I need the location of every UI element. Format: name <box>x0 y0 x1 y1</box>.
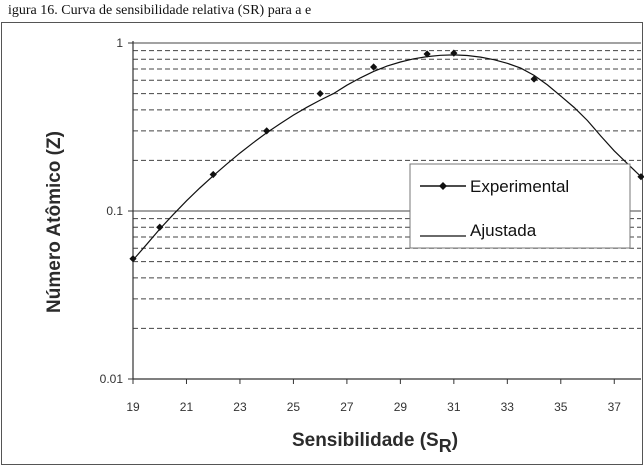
axes <box>128 41 641 384</box>
x-tick-label: 33 <box>501 400 515 414</box>
data-point-experimental <box>370 63 378 71</box>
x-tick-label: 37 <box>608 400 622 414</box>
x-tick-label: 19 <box>126 400 140 414</box>
legend-label-experimental: Experimental <box>470 177 569 196</box>
legend-box <box>409 163 631 249</box>
x-tick-label: 27 <box>340 400 354 414</box>
legend: Experimental Ajustada <box>409 163 631 249</box>
chart-frame <box>1 22 643 465</box>
legend-label-ajustada: Ajustada <box>470 221 537 240</box>
data-point-experimental <box>156 223 164 231</box>
x-tick-label: 31 <box>447 400 461 414</box>
y-tick-label: 0.01 <box>100 372 124 386</box>
x-axis-title-subscript: R <box>439 436 452 456</box>
y-tick-label: 0.1 <box>106 204 123 218</box>
data-point-experimental <box>530 75 538 83</box>
figure-caption: igura 16. Curva de sensibilidade relativ… <box>8 3 311 18</box>
x-axis-title: Sensibilidade (SR) <box>292 430 458 456</box>
y-axis-title: Número Atômico (Z) <box>44 131 65 313</box>
data-point-experimental <box>129 255 137 263</box>
x-tick-label: 35 <box>554 400 568 414</box>
x-tick-label: 21 <box>180 400 194 414</box>
data-point-experimental <box>423 50 431 58</box>
series-experimental <box>129 49 644 263</box>
legend-marker-experimental <box>439 182 447 190</box>
x-axis-title-close: ) <box>452 430 458 451</box>
data-point-experimental <box>263 127 271 135</box>
data-point-experimental <box>316 89 324 98</box>
x-tick-label: 25 <box>287 400 301 414</box>
data-point-experimental <box>637 173 644 181</box>
x-tick-label: 23 <box>233 400 247 414</box>
y-tick-label: 1 <box>116 36 123 50</box>
data-point-experimental <box>450 49 458 57</box>
data-point-experimental <box>209 170 217 179</box>
x-axis-title-main: Sensibilidade (S <box>292 430 439 451</box>
tick-labels: 0.01 0.1 1 19 21 23 25 27 29 31 33 35 37 <box>100 36 622 414</box>
series-ajustada <box>132 54 642 261</box>
x-tick-label: 29 <box>394 400 408 414</box>
series-line-ajustada <box>132 54 642 261</box>
